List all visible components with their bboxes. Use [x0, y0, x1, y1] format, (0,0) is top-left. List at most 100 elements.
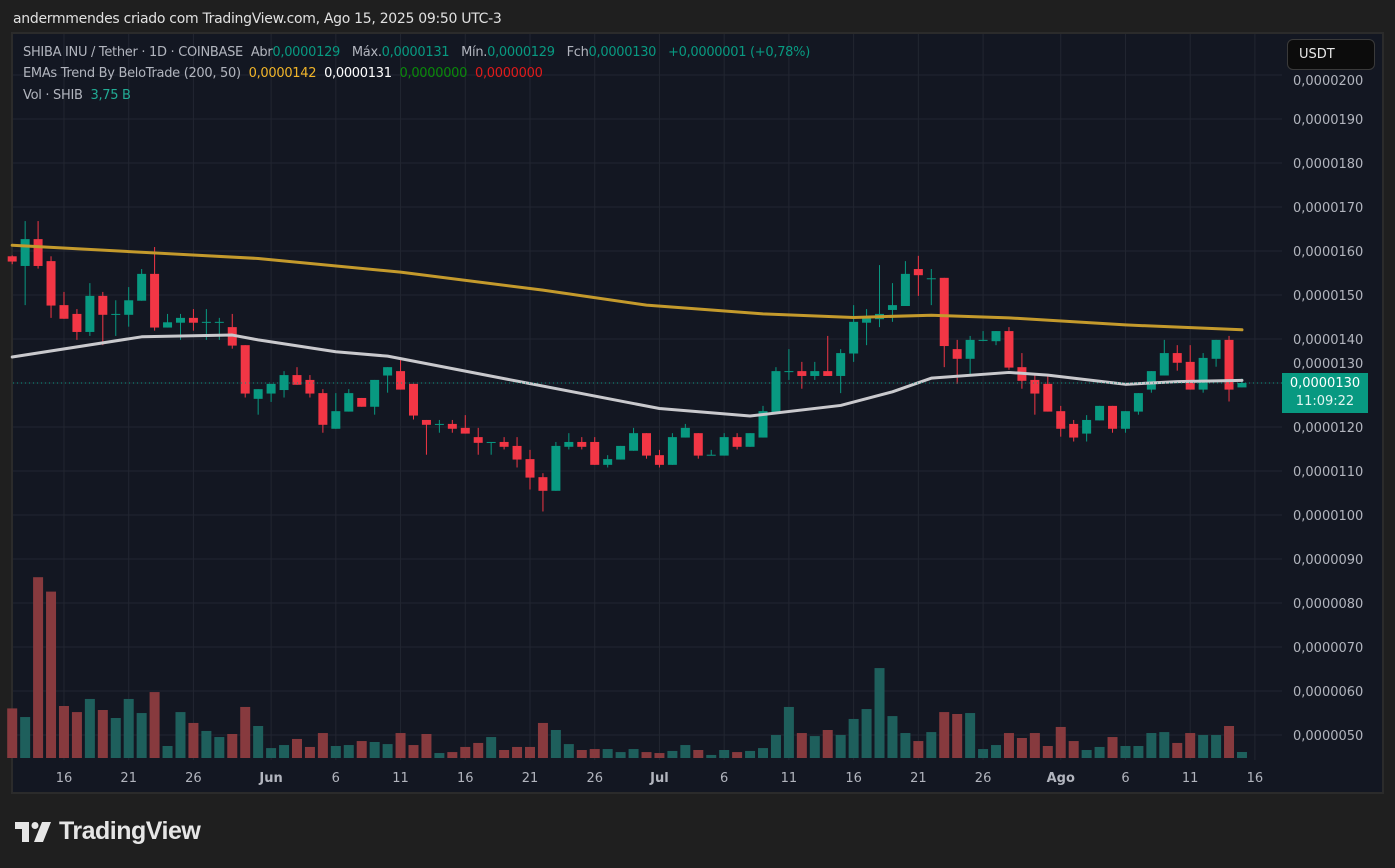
- volume-bar: [343, 745, 354, 758]
- candle-body: [1133, 393, 1143, 412]
- candle-body: [408, 383, 418, 416]
- candle-body: [836, 353, 846, 376]
- price-tick-label: 0,0000050: [1293, 729, 1363, 744]
- volume-bar: [822, 730, 833, 758]
- candle-body: [344, 393, 354, 412]
- candle-body: [616, 445, 626, 460]
- ema-50-line: [10, 333, 1244, 418]
- close-label: Fch: [566, 45, 589, 60]
- volume-bar: [33, 577, 44, 758]
- candle-body: [20, 239, 30, 266]
- indicator-title[interactable]: EMAs Trend By BeloTrade (200, 50): [23, 66, 241, 81]
- candle-body: [1237, 383, 1247, 388]
- candle-body: [1108, 405, 1118, 429]
- candle-body: [1120, 411, 1130, 429]
- volume-bar: [887, 716, 898, 758]
- volume-bar: [835, 734, 846, 758]
- volume-bar: [20, 717, 31, 758]
- volume-bar: [71, 712, 82, 758]
- candle-body: [525, 459, 535, 478]
- candle-body: [629, 433, 639, 451]
- candle-body: [7, 256, 17, 262]
- volume-bar: [1055, 726, 1066, 758]
- volume-bar: [978, 749, 989, 758]
- candle-body: [1159, 353, 1169, 376]
- price-axis[interactable]: 0,0000050 0,0000060 0,0000070 0,0000080 0,00…: [1293, 74, 1363, 744]
- candle-body: [887, 305, 897, 310]
- price-tick-label: 0,0000160: [1293, 245, 1363, 260]
- candle-body: [603, 459, 613, 465]
- price-tick-label: 0,0000110: [1293, 465, 1363, 480]
- candle-body: [240, 345, 250, 394]
- candle-body: [1224, 339, 1234, 390]
- volume-bar: [1133, 746, 1144, 758]
- chart-caption: andermmendes criado com TradingView.com,…: [13, 11, 502, 27]
- time-tick-label: 21: [910, 771, 927, 786]
- volume-bar: [563, 744, 574, 758]
- volume-bar: [1224, 726, 1235, 758]
- candle-body: [642, 433, 652, 456]
- volume-bar: [589, 749, 600, 758]
- candle-body: [370, 379, 380, 407]
- candle-body: [188, 317, 198, 323]
- candle-body: [253, 389, 263, 399]
- candle-body: [201, 321, 211, 323]
- volume-bar: [266, 748, 277, 758]
- candle-body: [292, 375, 302, 385]
- price-tick-label: 0,0000090: [1293, 553, 1363, 568]
- candle-body: [1095, 405, 1105, 421]
- candle-body: [978, 339, 988, 341]
- volume-bar: [291, 738, 302, 758]
- candle-body: [175, 317, 185, 323]
- candle-body: [900, 273, 910, 306]
- indicator-value-4: 0,0000000: [474, 66, 543, 81]
- time-tick-label: 11: [392, 771, 409, 786]
- candle-body: [1146, 371, 1156, 390]
- candle-body: [1056, 411, 1066, 429]
- candle-body: [1069, 423, 1079, 438]
- volume-bar: [732, 752, 743, 758]
- symbol-title[interactable]: SHIBA INU / Tether · 1D · COINBASE: [23, 45, 243, 60]
- time-tick-label: Ago: [1047, 771, 1075, 786]
- volume-bar: [641, 752, 652, 758]
- volume-bar: [460, 746, 471, 758]
- volume-bar: [1016, 738, 1027, 758]
- volume-bar: [382, 744, 393, 758]
- volume-bar: [227, 734, 238, 758]
- candle-body: [1043, 383, 1053, 412]
- grid: [13, 34, 1282, 760]
- ema50-value: 0,0000131: [324, 66, 392, 81]
- candle-body: [331, 411, 341, 429]
- low-value: 0,0000129: [487, 45, 555, 60]
- volume-bar: [162, 746, 173, 758]
- time-tick-label: Jul: [649, 771, 669, 786]
- time-axis[interactable]: 16 21 26 Jun 6 11 16 21 26 Jul 6 11 16 21 26 Ago 6 11 16: [56, 771, 1263, 786]
- candle-body: [499, 441, 509, 447]
- open-label: Abr: [250, 45, 273, 60]
- volume-bar: [809, 736, 820, 758]
- currency-button[interactable]: USDT: [1287, 39, 1375, 70]
- candle-body: [460, 427, 470, 434]
- volume-bar: [1172, 742, 1183, 758]
- volume-title[interactable]: Vol · SHIB: [23, 88, 83, 103]
- candle-body: [732, 437, 742, 447]
- volume-bar: [874, 668, 885, 758]
- volume-bar: [848, 718, 859, 758]
- volume-bar: [602, 749, 613, 758]
- time-tick-label: 26: [185, 771, 202, 786]
- volume-bar: [473, 742, 484, 758]
- volume-bar: [1094, 746, 1105, 758]
- volume-bar: [758, 748, 769, 758]
- volume-bar: [330, 746, 341, 758]
- volume-bar: [369, 742, 380, 758]
- volume-bar: [576, 750, 587, 758]
- candle-body: [719, 437, 729, 456]
- tradingview-logo-icon: [15, 821, 51, 842]
- volume-bar: [900, 733, 911, 758]
- volume-bar: [240, 706, 251, 758]
- time-tick-label: 6: [332, 771, 340, 786]
- price-tick-label: 0,0000120: [1293, 421, 1363, 436]
- candle-body: [745, 433, 755, 447]
- time-tick-label: 16: [457, 771, 474, 786]
